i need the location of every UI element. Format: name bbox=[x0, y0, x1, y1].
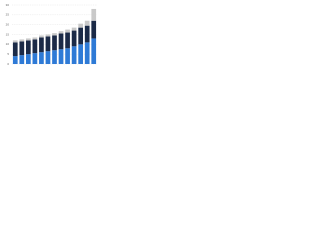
bar-segment bbox=[78, 27, 84, 45]
y-tick-label: 0 bbox=[7, 62, 9, 66]
bar-segment bbox=[58, 33, 64, 50]
bar-segment bbox=[19, 39, 25, 42]
y-tick-label: 5 bbox=[7, 52, 9, 56]
bar-segment bbox=[12, 56, 18, 64]
bar-segment bbox=[25, 38, 31, 41]
bar-segment bbox=[52, 50, 57, 64]
bar-segment bbox=[84, 25, 90, 43]
y-tick-label: 15 bbox=[6, 32, 10, 36]
bar-segment bbox=[84, 20, 90, 26]
y-tick-label: 30 bbox=[6, 3, 10, 7]
chart: 0 5 10 15 20 25 30 bbox=[6, 3, 97, 66]
bar-segment bbox=[25, 40, 31, 55]
bar-segment bbox=[45, 34, 51, 37]
bar-segment bbox=[45, 51, 51, 64]
bar-segment bbox=[39, 35, 44, 38]
bar-segment bbox=[12, 40, 18, 43]
bar-segment bbox=[19, 55, 25, 64]
bar-segment bbox=[84, 42, 90, 64]
bar-segment bbox=[19, 41, 25, 56]
y-tick-label: 10 bbox=[6, 42, 10, 46]
bar-segment bbox=[78, 23, 84, 28]
bar-segment bbox=[71, 30, 77, 47]
bar-segment bbox=[71, 27, 77, 31]
bar-segment bbox=[65, 29, 70, 33]
bar-segment bbox=[91, 38, 97, 64]
bar-segment bbox=[32, 37, 38, 40]
bar-segment bbox=[25, 54, 31, 64]
bar-segment bbox=[65, 32, 70, 49]
bar-segment bbox=[32, 53, 38, 64]
bar-segment bbox=[91, 8, 97, 21]
bar-segment bbox=[52, 33, 57, 36]
bar-segment bbox=[32, 39, 38, 54]
page: {"chart_data": {"type": "stacked_bar", "… bbox=[0, 0, 320, 71]
bar-segment bbox=[65, 48, 70, 64]
bar-segment bbox=[12, 42, 18, 57]
bar-segment bbox=[71, 46, 77, 64]
y-tick-label: 20 bbox=[6, 22, 10, 26]
y-tick-label: 25 bbox=[6, 13, 10, 17]
bar-segment bbox=[45, 36, 51, 52]
bar-segment bbox=[91, 20, 97, 39]
bar-segment bbox=[39, 52, 44, 64]
bar-segment bbox=[58, 31, 64, 34]
bar-segment bbox=[78, 44, 84, 64]
bar-segment bbox=[58, 49, 64, 64]
bar-segment bbox=[52, 35, 57, 51]
bar-segment bbox=[39, 37, 44, 53]
